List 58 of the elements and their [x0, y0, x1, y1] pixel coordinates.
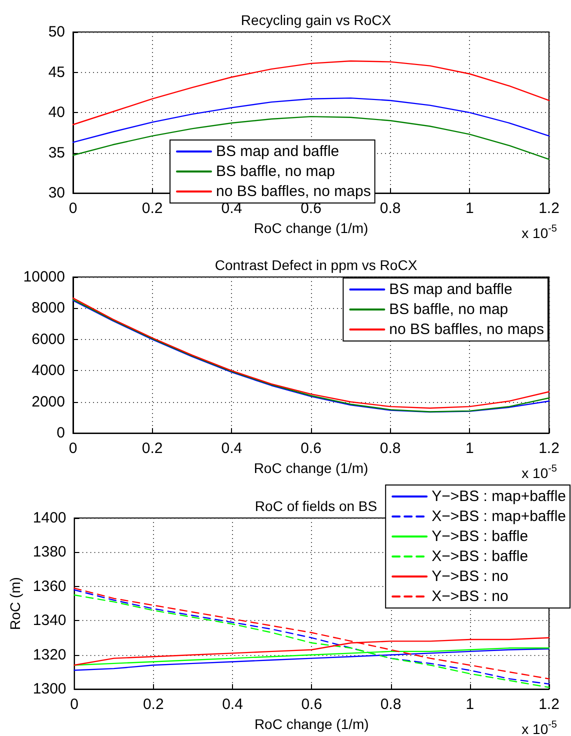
legend-label: no BS baffles, no maps	[389, 321, 544, 338]
x-tick-label: 0.8	[380, 696, 402, 714]
line-series	[72, 116, 550, 160]
legend-label: X−>BS : baffle	[432, 548, 528, 565]
line-series	[72, 60, 550, 126]
x-tick-label: 1.2	[538, 200, 560, 218]
y-tick-label: 50	[48, 24, 65, 40]
legend-label: BS baffle, no map	[216, 163, 335, 180]
legend-label: BS map and baffle	[389, 281, 512, 298]
y-tick-label: 1400	[32, 510, 66, 526]
y-tick-label: 30	[48, 184, 65, 202]
x-tick-label: 0.8	[380, 200, 401, 218]
y-tick-label: 1340	[32, 612, 66, 630]
line-series	[72, 97, 550, 143]
y-axis-title: RoC (m)	[7, 577, 23, 630]
y-tick-label: 1380	[32, 544, 66, 561]
y-tick-label: 2000	[32, 393, 65, 410]
legend-label: BS baffle, no map	[389, 301, 508, 318]
x-tick-label: 1	[466, 696, 474, 714]
y-tick-label: 45	[48, 64, 65, 81]
legend-label: Y−>BS : no	[432, 568, 508, 585]
x-tick-label: 1	[465, 200, 474, 218]
legend-label: Y−>BS : map+baffle	[432, 488, 566, 505]
y-tick-label: 35	[48, 144, 65, 162]
x-axis-title: RoC change (1/m)	[254, 220, 368, 236]
x-axis-title: RoC change (1/m)	[254, 460, 368, 476]
x-tick-label: 0	[70, 696, 78, 714]
chart-title: Contrast Defect in ppm vs RoCX	[214, 257, 418, 273]
x-tick-label: 0.8	[380, 440, 401, 458]
x-tick-label: 0.4	[222, 696, 243, 714]
x-tick-label: 0.2	[142, 440, 163, 458]
x-tick-label: 0.6	[301, 696, 322, 714]
legend-label: X−>BS : no	[432, 588, 508, 605]
legend-label: X−>BS : map+baffle	[432, 508, 566, 525]
y-tick-label: 4000	[32, 362, 65, 380]
y-tick-label: 1360	[32, 578, 66, 595]
y-tick-label: 6000	[32, 330, 65, 348]
y-tick-label: 40	[48, 104, 65, 122]
y-tick-label: 1300	[32, 680, 66, 698]
chart-title: Recycling gain vs RoCX	[240, 12, 392, 28]
x-tick-label: 0	[68, 440, 78, 458]
x-tick-label: 0.6	[300, 440, 322, 458]
x-tick-label: 0.4	[221, 440, 242, 458]
x-tick-label: 0.2	[142, 696, 164, 714]
legend-label: no BS baffles, no maps	[216, 183, 371, 200]
x-tick-label: 1	[465, 440, 474, 458]
x-tick-label: 1.2	[538, 696, 560, 714]
y-tick-label: 10000	[23, 268, 65, 286]
y-tick-label: 0	[56, 424, 65, 442]
x-tick-label: 0	[68, 200, 78, 218]
chart-title: RoC of fields on BS	[254, 498, 378, 514]
y-tick-label: 1320	[32, 646, 66, 664]
legend-label: Y−>BS : baffle	[432, 528, 528, 545]
x-tick-label: 1.2	[538, 440, 560, 458]
y-tick-label: 8000	[32, 300, 65, 317]
x-tick-label: 0.2	[142, 200, 163, 218]
x-axis-title: RoC change (1/m)	[254, 716, 369, 732]
legend-label: BS map and baffle	[216, 143, 340, 160]
